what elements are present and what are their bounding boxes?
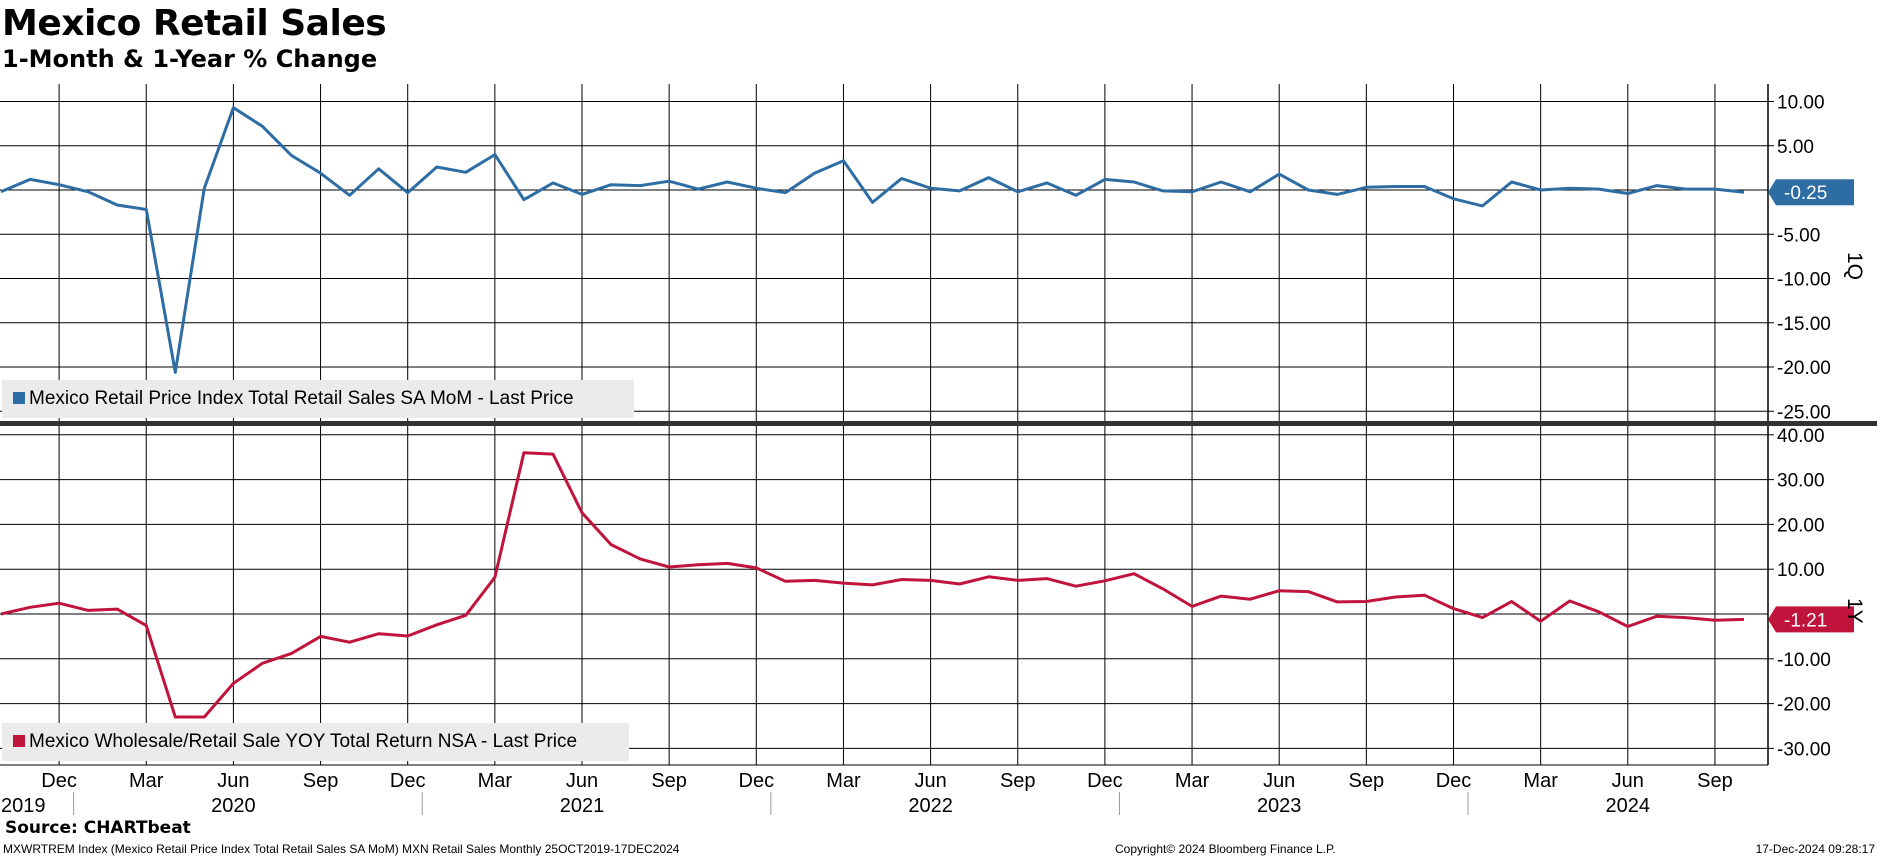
x-month-label: Jun xyxy=(566,770,598,792)
x-year-label: 2022 xyxy=(908,795,953,817)
series-line xyxy=(0,451,1745,719)
y-tick-label: -10.00 xyxy=(1777,270,1831,291)
y-tick-label: 10.00 xyxy=(1777,560,1825,581)
footer-timestamp: 17-Dec-2024 09:28:17 xyxy=(1755,842,1875,856)
panel-axis-label: 1Y xyxy=(1843,598,1866,624)
legend-background xyxy=(2,723,629,761)
x-month-label: Sep xyxy=(1697,770,1733,792)
x-month-label: Sep xyxy=(651,770,687,792)
x-month-label: Mar xyxy=(478,770,513,792)
x-month-label: Jun xyxy=(1263,770,1295,792)
x-month-label: Sep xyxy=(1000,770,1036,792)
x-month-label: Mar xyxy=(129,770,164,792)
last-value-box xyxy=(1768,606,1854,633)
series-lines xyxy=(0,106,1745,719)
legend-swatch xyxy=(13,735,25,747)
x-month-label: Dec xyxy=(41,770,77,792)
footer-copyright: Copyright© 2024 Bloomberg Finance L.P. xyxy=(1115,842,1336,856)
y-tick-label: -20.00 xyxy=(1777,358,1831,379)
y-tick-label: 20.00 xyxy=(1777,515,1825,536)
last-value-tag: -0.25 xyxy=(1768,179,1854,206)
last-value-label: -0.25 xyxy=(1784,183,1827,204)
x-month-label: Jun xyxy=(914,770,946,792)
y-tick-label: -20.00 xyxy=(1777,695,1831,716)
x-month-label: Dec xyxy=(1087,770,1123,792)
legend-swatch xyxy=(13,392,25,404)
legend-label: Mexico Retail Price Index Total Retail S… xyxy=(29,388,574,409)
x-month-label: Mar xyxy=(826,770,861,792)
x-month-label: Sep xyxy=(1349,770,1385,792)
x-month-label: Sep xyxy=(303,770,339,792)
series-line xyxy=(0,106,1745,374)
x-year-label: 2021 xyxy=(560,795,605,817)
x-month-label: Mar xyxy=(1523,770,1558,792)
y-tick-label: 10.00 xyxy=(1777,93,1825,114)
y-tick-label: 5.00 xyxy=(1777,137,1814,158)
chart-subtitle: 1-Month & 1-Year % Change xyxy=(2,45,378,73)
last-value-label: -1.21 xyxy=(1784,610,1827,631)
footer-description: MXWRTREM Index (Mexico Retail Price Inde… xyxy=(3,842,680,856)
last-value-box xyxy=(1768,179,1854,206)
y-tick-label: 40.00 xyxy=(1777,426,1825,447)
x-month-label: Jun xyxy=(217,770,249,792)
x-year-label: 2024 xyxy=(1606,795,1651,817)
y-tick-label: 30.00 xyxy=(1777,471,1825,492)
x-year-label: 2019 xyxy=(1,795,46,817)
x-month-label: Dec xyxy=(1436,770,1472,792)
panel-divider xyxy=(0,421,1877,426)
axis-labels: 10.00 5.00 -5.00 -10.00 -15.00 -20.00 -25.00 -0… xyxy=(1,93,1866,818)
y-tick-label: -30.00 xyxy=(1777,739,1831,760)
legend-label: Mexico Wholesale/Retail Sale YOY Total R… xyxy=(29,731,577,752)
legend-background xyxy=(2,380,634,418)
y-tick-label: -25.00 xyxy=(1777,402,1831,423)
chart-title: Mexico Retail Sales xyxy=(2,3,387,44)
panel-axis-label: 1Q xyxy=(1843,252,1866,280)
last-value-tag: -1.21 xyxy=(1768,606,1854,633)
x-month-label: Jun xyxy=(1612,770,1644,792)
x-month-label: Dec xyxy=(739,770,775,792)
source-note: Source: CHARTbeat xyxy=(5,818,191,838)
y-tick-label: -15.00 xyxy=(1777,314,1831,335)
x-month-label: Dec xyxy=(390,770,426,792)
x-year-label: 2023 xyxy=(1257,795,1302,817)
x-month-label: Mar xyxy=(1175,770,1210,792)
axes xyxy=(0,84,1877,815)
y-tick-label: -5.00 xyxy=(1777,225,1820,246)
y-tick-label: -10.00 xyxy=(1777,650,1831,671)
legends: Mexico Retail Price Index Total Retail S… xyxy=(2,380,634,761)
x-year-label: 2020 xyxy=(211,795,256,817)
